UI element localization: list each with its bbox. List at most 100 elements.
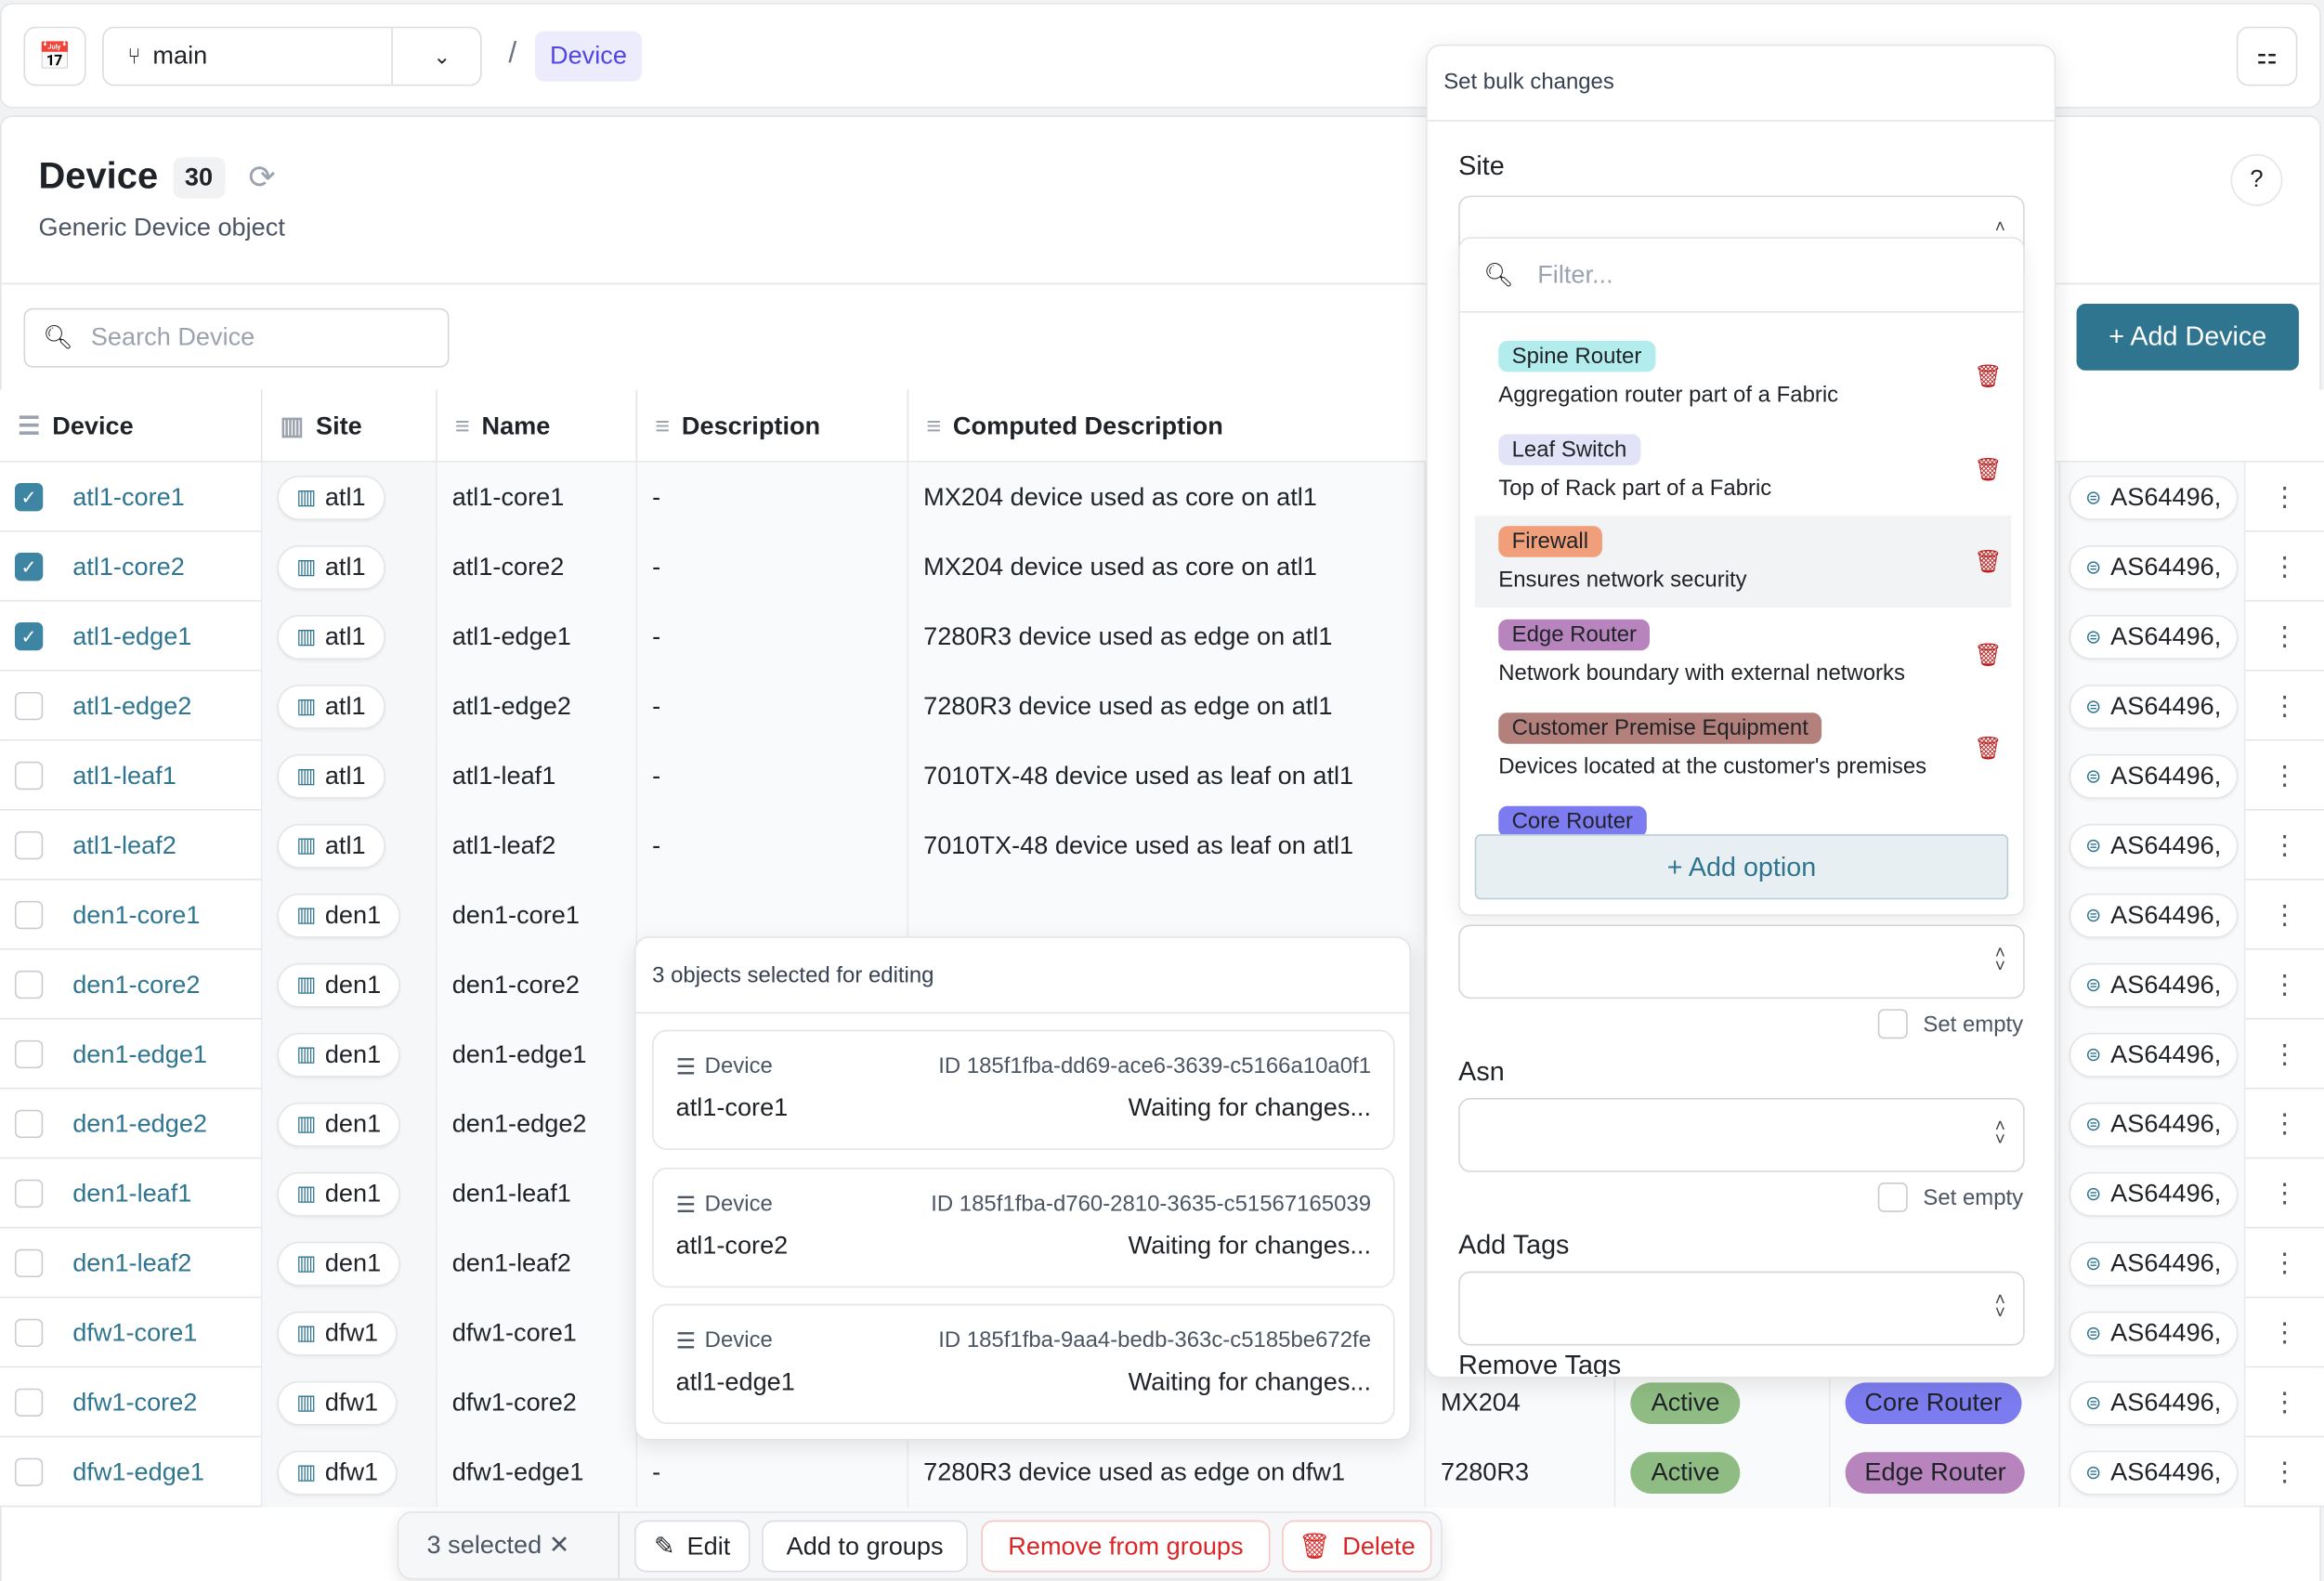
asn-pill[interactable]: ⊜ AS64496, (2069, 823, 2238, 868)
asn-pill[interactable]: ⊜ AS64496, (2069, 1171, 2238, 1216)
device-link[interactable]: atl1-leaf2 (72, 830, 176, 859)
device-link[interactable]: den1-core2 (72, 970, 201, 999)
row-checkbox[interactable] (14, 1039, 44, 1069)
row-checkbox[interactable] (14, 1318, 44, 1348)
device-link[interactable]: atl1-edge2 (72, 691, 192, 720)
more-vertical-icon[interactable]: ⋮ (2271, 760, 2299, 790)
asn-pill[interactable]: ⊜ AS64496, (2069, 893, 2238, 937)
trash-icon[interactable]: 🗑︎ (1974, 364, 2003, 390)
site-pill[interactable]: ▥ dfw1 (277, 1310, 398, 1355)
device-link[interactable]: dfw1-core2 (72, 1387, 198, 1417)
asn-pill[interactable]: ⊜ AS64496, (2069, 475, 2238, 520)
column-header-name[interactable]: ≡ Name (437, 389, 638, 463)
device-link[interactable]: atl1-leaf1 (72, 761, 176, 790)
asn-pill[interactable]: ⊜ AS64496, (2069, 614, 2238, 660)
help-button[interactable]: ? (2230, 153, 2283, 206)
calendar-clock-button[interactable]: 📅 (23, 26, 86, 86)
more-vertical-icon[interactable]: ⋮ (2271, 1387, 2299, 1418)
add-tags-select[interactable]: ˄ ˅ (1458, 1271, 2025, 1346)
more-vertical-icon[interactable]: ⋮ (2271, 621, 2299, 651)
row-checkbox[interactable] (14, 830, 44, 860)
device-link[interactable]: den1-core1 (72, 900, 201, 929)
site-option[interactable]: Spine Router Aggregation router part of a… (1475, 331, 2012, 423)
asn-pill[interactable]: ⊜ AS64496, (2069, 1032, 2238, 1077)
device-link[interactable]: dfw1-edge1 (72, 1457, 204, 1486)
site-pill[interactable]: ▥ den1 (277, 1171, 400, 1216)
site-pill[interactable]: ▥ den1 (277, 1240, 400, 1286)
more-vertical-icon[interactable]: ⋮ (2271, 1317, 2299, 1348)
site-option[interactable]: Customer Premise Equipment Devices locate… (1475, 702, 2012, 794)
asn-pill[interactable]: ⊜ AS64496, (2069, 753, 2238, 799)
breadcrumb-device[interactable]: Device (535, 31, 642, 82)
row-checkbox[interactable]: ✓ (14, 553, 44, 581)
device-link[interactable]: atl1-core1 (72, 482, 185, 511)
device-link[interactable]: den1-edge1 (72, 1039, 208, 1068)
add-to-groups-button[interactable]: Add to groups (762, 1520, 968, 1573)
site-option[interactable]: Core Router (1475, 795, 2012, 835)
row-checkbox[interactable] (14, 1179, 44, 1209)
edit-button[interactable]: ✎ Edit (633, 1520, 751, 1573)
asn-pill[interactable]: ⊜ AS64496, (2069, 684, 2238, 729)
site-pill[interactable]: ▥ den1 (277, 1032, 400, 1077)
asn-pill[interactable]: ⊜ AS64496, (2069, 1102, 2238, 1146)
site-pill[interactable]: ▥ den1 (277, 962, 400, 1007)
site-pill[interactable]: ▥ atl1 (277, 753, 385, 799)
site-pill[interactable]: ▥ den1 (277, 1102, 400, 1146)
delete-button[interactable]: 🗑︎ Delete (1282, 1520, 1432, 1573)
asn-pill[interactable]: ⊜ AS64496, (2069, 1310, 2238, 1355)
trash-icon[interactable]: 🗑︎ (1974, 550, 2003, 576)
site-pill[interactable]: ▥ atl1 (277, 475, 385, 520)
site-pill[interactable]: ▥ atl1 (277, 544, 385, 590)
more-vertical-icon[interactable]: ⋮ (2271, 830, 2299, 860)
site-pill[interactable]: ▥ atl1 (277, 614, 385, 660)
row-checkbox[interactable] (14, 970, 44, 1000)
table-row[interactable]: dfw1-edge1 ▥ dfw1 dfw1-edge1 - 7280R3 device … (0, 1437, 2324, 1508)
trash-icon[interactable]: 🗑︎ (1974, 643, 2003, 669)
column-header-computed-description[interactable]: ≡ Computed Description (908, 390, 2324, 463)
site-option[interactable]: Leaf Switch Top of Rack part of a Fabric 🗑… (1475, 424, 2012, 516)
set-empty-status[interactable]: Set empty (1878, 1009, 2023, 1039)
clear-selection-icon[interactable]: ✕ (548, 1530, 570, 1560)
asn-pill[interactable]: ⊜ AS64496, (2069, 1240, 2238, 1286)
site-option[interactable]: Firewall Ensures network security 🗑︎ (1474, 516, 2012, 608)
chevron-down-icon[interactable]: ⌄ (433, 44, 451, 68)
device-link[interactable]: den1-leaf1 (72, 1178, 192, 1208)
more-vertical-icon[interactable]: ⋮ (2271, 969, 2299, 1000)
row-checkbox[interactable]: ✓ (14, 621, 44, 651)
more-vertical-icon[interactable]: ⋮ (2271, 690, 2299, 721)
set-empty-checkbox[interactable] (1878, 1009, 1909, 1039)
row-checkbox[interactable] (14, 1457, 44, 1486)
device-link[interactable]: atl1-core2 (72, 552, 185, 581)
row-checkbox[interactable] (14, 761, 44, 790)
column-header-device[interactable]: ☰ Device (0, 389, 263, 463)
site-pill[interactable]: ▥ atl1 (277, 823, 385, 868)
more-vertical-icon[interactable]: ⋮ (2271, 899, 2299, 930)
add-device-button[interactable]: + Add Device (2076, 304, 2299, 371)
more-vertical-icon[interactable]: ⋮ (2271, 1457, 2299, 1486)
more-vertical-icon[interactable]: ⋮ (2271, 1178, 2299, 1209)
remove-from-groups-button[interactable]: Remove from groups (981, 1520, 1271, 1573)
site-pill[interactable]: ▥ atl1 (277, 684, 385, 729)
filter-input[interactable]: 🔍︎ Filter... (1459, 239, 2024, 313)
column-header-description[interactable]: ≡ Description (637, 389, 909, 463)
device-link[interactable]: dfw1-core1 (72, 1317, 198, 1347)
more-vertical-icon[interactable]: ⋮ (2271, 1039, 2299, 1069)
asn-pill[interactable]: ⊜ AS64496, (2069, 544, 2238, 590)
site-pill[interactable]: ▥ dfw1 (277, 1379, 398, 1425)
row-checkbox[interactable] (14, 1388, 44, 1418)
row-checkbox[interactable]: ✓ (14, 483, 44, 512)
set-empty-asn[interactable]: Set empty (1878, 1182, 2023, 1212)
device-link[interactable]: den1-edge2 (72, 1109, 208, 1138)
device-link[interactable]: den1-leaf2 (72, 1248, 192, 1277)
column-header-site[interactable]: ▥ Site (262, 389, 437, 463)
row-checkbox[interactable] (14, 900, 44, 930)
more-vertical-icon[interactable]: ⋮ (2271, 1108, 2299, 1139)
layout-toggle-button[interactable]: ⚏ (2236, 26, 2298, 86)
site-pill[interactable]: ▥ den1 (277, 893, 400, 937)
site-option[interactable]: Edge Router Network boundary with externa… (1475, 609, 2012, 701)
asn-select[interactable]: ˄ ˅ (1458, 1098, 2025, 1172)
more-vertical-icon[interactable]: ⋮ (2271, 1248, 2299, 1278)
row-checkbox[interactable] (14, 1109, 44, 1139)
asn-pill[interactable]: ⊜ AS64496, (2069, 1449, 2238, 1495)
row-checkbox[interactable] (14, 691, 44, 721)
